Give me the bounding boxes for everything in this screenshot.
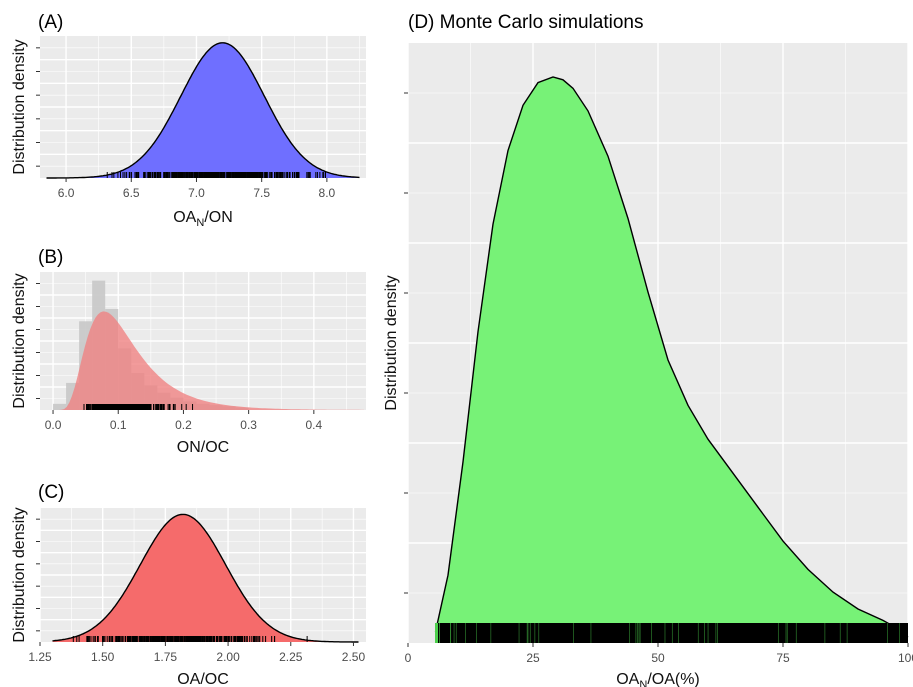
panel-title: (B)	[38, 247, 63, 268]
rug	[436, 623, 909, 643]
rug-band	[436, 623, 909, 643]
x-tick-label: 0.1	[110, 418, 127, 432]
x-tick-label: 0.3	[240, 418, 257, 432]
panel-title: (C)	[38, 482, 64, 503]
x-tick-label: 7.5	[253, 186, 270, 200]
x-tick-label: 0.2	[175, 418, 192, 432]
x-tick-label: 2.50	[342, 650, 366, 664]
x-tick-label: 1.50	[91, 650, 115, 664]
x-axis-title: OAN/ON	[173, 209, 233, 229]
x-tick-label: 2.00	[216, 650, 240, 664]
y-axis-title: Distribution density	[11, 273, 28, 408]
y-axis-title: Distribution density	[383, 275, 400, 410]
y-axis-title: Distribution density	[11, 39, 28, 174]
x-tick-label: 50	[651, 651, 665, 665]
x-tick-label: 6.0	[58, 186, 75, 200]
x-tick-label: 75	[776, 651, 790, 665]
x-tick-label: 0.0	[45, 418, 62, 432]
x-tick-label: 1.25	[28, 650, 52, 664]
x-tick-label: 7.0	[188, 186, 205, 200]
x-tick-label: 2.25	[279, 650, 303, 664]
x-axis-title: ON/OC	[177, 439, 229, 456]
x-tick-label: 100	[898, 651, 913, 665]
panel-D: 0 25 50 75 100 (D) Monte Carlo simulations OAN…	[383, 12, 913, 687]
x-tick-label: 1.75	[154, 650, 178, 664]
histogram-bar	[53, 404, 66, 410]
panel-C: 1.25 1.50 1.75 2.00 2.25 2.50 (C) OA/OC Distribu…	[11, 482, 366, 687]
panel-title: (A)	[38, 12, 63, 33]
y-axis-title: Distribution density	[11, 507, 28, 642]
x-tick-label: 8.0	[319, 186, 336, 200]
panel-title: (D) Monte Carlo simulations	[408, 12, 643, 33]
x-axis-title: OA/OC	[177, 671, 229, 687]
x-tick-label: 6.5	[123, 186, 140, 200]
x-tick-label: 0	[405, 651, 412, 665]
x-tick-label: 25	[526, 651, 540, 665]
x-tick-label: 0.4	[305, 418, 322, 432]
panel-B: 0.0 0.1 0.2 0.3 0.4 (B) ON/OC Distribution dens…	[11, 247, 366, 456]
panel-A: 6.0 6.5 7.0 7.5 8.0 (A) OAN/ON Distribution den…	[11, 12, 366, 229]
x-axis-title: OAN/OA(%)	[616, 671, 700, 687]
